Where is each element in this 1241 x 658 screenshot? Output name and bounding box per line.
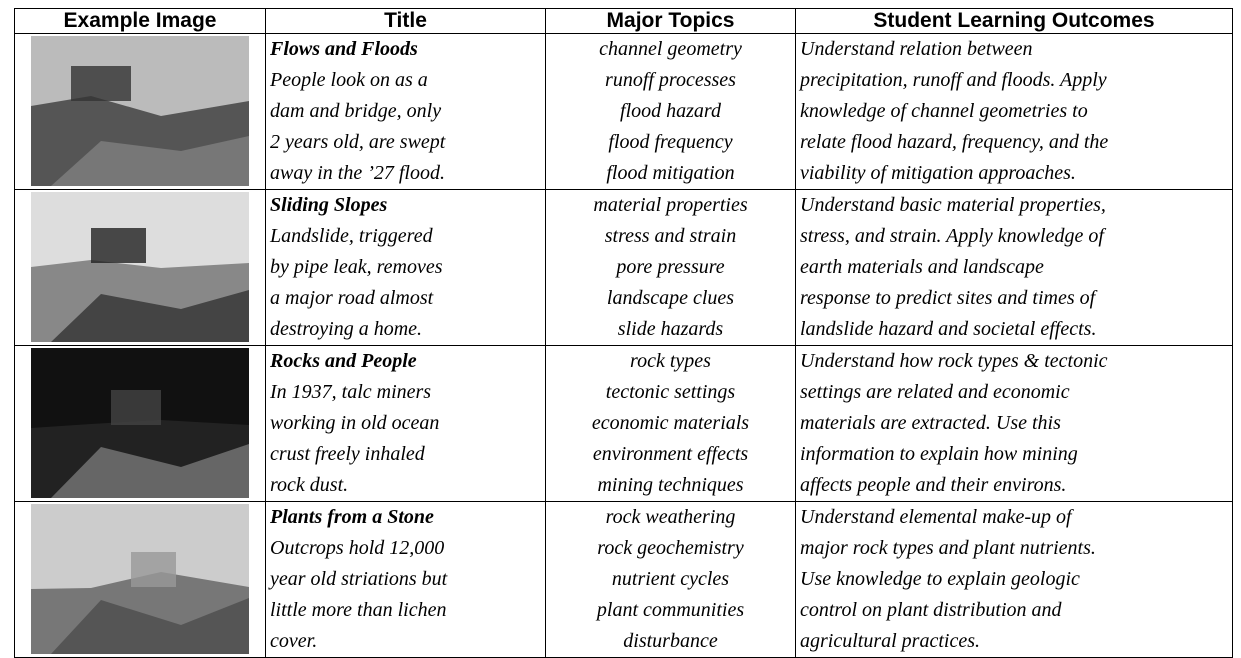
topics-cell: rock types tectonic settings economic mate… (545, 345, 796, 502)
topic: pore pressure (616, 256, 725, 278)
table-row: Flows and Floods People look on as a dam a… (14, 33, 1233, 190)
outcomes-cell: Understand relation between precipitation… (795, 33, 1233, 190)
topic: mining techniques (597, 474, 744, 496)
caption-line: working in old ocean (270, 412, 440, 434)
topic: landscape clues (606, 287, 735, 309)
caption-line: cover. (270, 630, 318, 652)
outcome-line: precipitation, runoff and floods. Apply (800, 69, 1107, 91)
example-image (31, 504, 249, 654)
title-cell: Plants from a Stone Outcrops hold 12,000 y… (265, 501, 546, 658)
title-cell: Sliding Slopes Landslide, triggered by pip… (265, 189, 546, 346)
column-header: Example Image (14, 8, 266, 34)
topics-cell: material properties stress and strain pore… (545, 189, 796, 346)
column-header: Student Learning Outcomes (795, 8, 1233, 34)
outcome-line: knowledge of channel geometries to (800, 100, 1088, 122)
item-title: Flows and Floods (270, 38, 418, 60)
table-row: Sliding Slopes Landslide, triggered by pip… (14, 189, 1233, 346)
title-cell: Flows and Floods People look on as a dam a… (265, 33, 546, 190)
table-row: Plants from a Stone Outcrops hold 12,000 y… (14, 501, 1233, 658)
caption-line: 2 years old, are swept (270, 131, 446, 153)
item-title: Plants from a Stone (270, 506, 434, 528)
topic: rock types (630, 350, 711, 372)
topic: rock geochemistry (597, 537, 744, 559)
image-cell (14, 345, 266, 502)
document: Example Image Title Major Topics Student Le… (14, 8, 1233, 658)
caption-line: dam and bridge, only (270, 100, 442, 122)
topic: runoff processes (605, 69, 736, 91)
outcome-line: Use knowledge to explain geologic (800, 568, 1080, 590)
column-header: Title (265, 8, 546, 34)
outcome-line: major rock types and plant nutrients. (800, 537, 1096, 559)
topic: disturbance (623, 630, 718, 652)
caption-line: a major road almost (270, 287, 434, 309)
topic: stress and strain (604, 225, 737, 247)
outcome-line: viability of mitigation approaches. (800, 162, 1076, 184)
example-image (31, 192, 249, 342)
outcome-line: stress, and strain. Apply knowledge of (800, 225, 1104, 247)
outcome-line: landslide hazard and societal effects. (800, 318, 1097, 340)
table-row: Rocks and People In 1937, talc miners work… (14, 345, 1233, 502)
outcome-line: relate flood hazard, frequency, and the (800, 131, 1109, 153)
outcomes-cell: Understand how rock types & tectonic sett… (795, 345, 1233, 502)
topic: rock weathering (605, 506, 736, 528)
outcome-line: agricultural practices. (800, 630, 980, 652)
topic: tectonic settings (605, 381, 736, 403)
outcome-line: materials are extracted. Use this (800, 412, 1061, 434)
topic: material properties (593, 194, 748, 216)
example-image (31, 36, 249, 186)
topics-cell: channel geometry runoff processes flood ha… (545, 33, 796, 190)
outcome-line: settings are related and economic (800, 381, 1070, 403)
caption-line: by pipe leak, removes (270, 256, 443, 278)
image-cell (14, 189, 266, 346)
outcome-line: affects people and their environs. (800, 474, 1067, 496)
caption-line: away in the ’27 flood. (270, 162, 445, 184)
caption-line: year old striations but (270, 568, 448, 590)
item-title: Sliding Slopes (270, 194, 388, 216)
outcome-line: response to predict sites and times of (800, 287, 1096, 309)
header-row: Example Image Title Major Topics Student Le… (14, 8, 1233, 34)
outcomes-cell: Understand basic material properties, str… (795, 189, 1233, 346)
topic: flood mitigation (606, 162, 735, 184)
topic: channel geometry (599, 38, 742, 60)
title-cell: Rocks and People In 1937, talc miners work… (265, 345, 546, 502)
outcomes-cell: Understand elemental make-up of major roc… (795, 501, 1233, 658)
caption-line: In 1937, talc miners (270, 381, 432, 403)
outcome-line: Understand elemental make-up of (800, 506, 1072, 528)
example-image (31, 348, 249, 498)
caption-line: rock dust. (270, 474, 349, 496)
caption-line: People look on as a (270, 69, 428, 91)
topic: economic materials (591, 412, 750, 434)
topics-table: Example Image Title Major Topics Student Le… (14, 8, 1233, 658)
topics-cell: rock weathering rock geochemistry nutrient… (545, 501, 796, 658)
table-body: Flows and Floods People look on as a dam a… (14, 33, 1233, 658)
topic: flood hazard (620, 100, 721, 122)
topic: plant communities (596, 599, 745, 621)
outcome-line: Understand how rock types & tectonic (800, 350, 1108, 372)
topic: flood frequency (608, 131, 733, 153)
topic: nutrient cycles (611, 568, 730, 590)
topic: slide hazards (617, 318, 724, 340)
image-cell (14, 33, 266, 190)
outcome-line: earth materials and landscape (800, 256, 1044, 278)
caption-line: destroying a home. (270, 318, 423, 340)
topic: environment effects (592, 443, 749, 465)
image-cell (14, 501, 266, 658)
caption-line: crust freely inhaled (270, 443, 425, 465)
outcome-line: information to explain how mining (800, 443, 1078, 465)
item-title: Rocks and People (270, 350, 417, 372)
column-header: Major Topics (545, 8, 796, 34)
caption-line: little more than lichen (270, 599, 447, 621)
caption-line: Landslide, triggered (270, 225, 433, 247)
outcome-line: Understand relation between (800, 38, 1033, 60)
caption-line: Outcrops hold 12,000 (270, 537, 445, 559)
outcome-line: control on plant distribution and (800, 599, 1062, 621)
outcome-line: Understand basic material properties, (800, 194, 1106, 216)
